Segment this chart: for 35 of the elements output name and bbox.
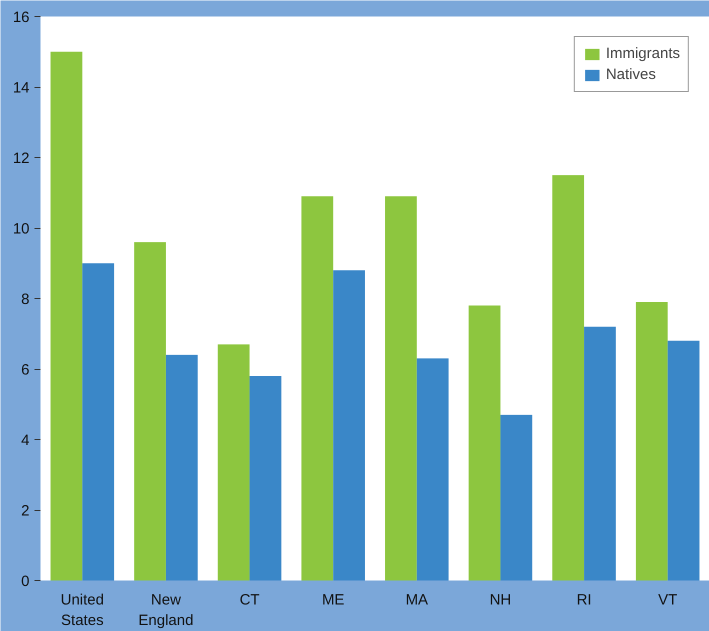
bar — [636, 302, 668, 580]
bar — [301, 196, 334, 580]
bar — [218, 344, 250, 580]
bar — [584, 326, 616, 580]
bar — [166, 354, 198, 580]
bar — [500, 414, 532, 580]
y-tick-label: 0 — [21, 573, 30, 590]
x-tick-label: ME — [322, 592, 344, 608]
x-tick-label: CT — [240, 592, 260, 608]
x-tick-label: RI — [576, 592, 592, 608]
bar — [385, 196, 417, 580]
bar — [50, 52, 82, 580]
legend-label: Immigrants — [606, 45, 680, 62]
y-tick-label: 14 — [12, 80, 30, 96]
x-tick-label: United States — [60, 592, 104, 629]
y-tick-label: 16 — [12, 9, 30, 26]
x-tick-label: New England — [138, 592, 194, 629]
bar — [134, 242, 166, 580]
bar — [552, 175, 584, 580]
y-tick-label: 12 — [12, 150, 30, 167]
y-tick-label: 10 — [12, 220, 30, 238]
x-tick-label: VT — [658, 592, 678, 608]
y-tick-label: 2 — [21, 502, 30, 520]
bar — [468, 306, 500, 580]
legend-label: Natives — [606, 66, 656, 83]
bar — [333, 270, 365, 580]
y-tick-label: 4 — [21, 432, 30, 449]
y-tick-label: 6 — [21, 362, 30, 378]
bar — [668, 340, 700, 580]
x-tick-label: NH — [490, 592, 512, 608]
x-tick-label: MA — [406, 592, 428, 608]
bar — [82, 263, 114, 580]
bar — [250, 376, 282, 580]
bar — [416, 358, 449, 580]
y-tick-label: 8 — [21, 291, 30, 308]
